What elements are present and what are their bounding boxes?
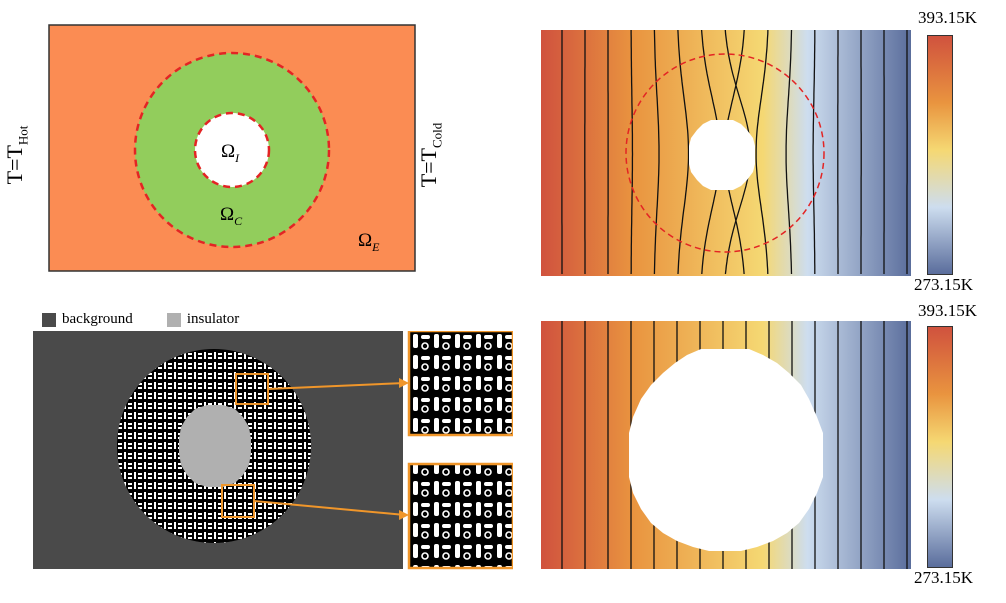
cloak-region-label: ΩC	[220, 204, 243, 228]
bottom-colorbar-min-label: 273.15K	[914, 568, 974, 587]
zoom-inset-lower	[407, 462, 513, 570]
legend-background-swatch	[42, 312, 56, 327]
inner-region-label: ΩI	[221, 141, 240, 165]
isotherm-line	[812, 30, 816, 274]
bottom-colorbar-max-label: 393.15K	[918, 301, 978, 320]
top-colorbar-max-label: 393.15K	[918, 8, 978, 27]
schematic-diagram: ΩI ΩC ΩE	[48, 24, 416, 272]
zoom-arrow-lower	[253, 500, 406, 516]
isotherm-line	[653, 30, 660, 275]
isotherm-line	[677, 30, 690, 275]
top-colorbar	[927, 35, 953, 275]
legend-insulator-swatch	[166, 312, 181, 327]
bottom-cloak-hole	[629, 349, 823, 551]
inner-region	[193, 111, 271, 189]
bottom-colorbar	[927, 326, 953, 568]
top-isotherms	[561, 30, 908, 275]
external-region-label: ΩE	[358, 230, 380, 254]
isotherm-line	[630, 30, 634, 275]
cold-boundary-label: T=TCold	[416, 122, 445, 188]
top-cloak-outline	[625, 53, 825, 253]
temperature-field-bottom	[541, 321, 911, 569]
hot-boundary-label: T=THot	[2, 125, 31, 185]
zoom-inset-upper	[407, 331, 513, 437]
microstructure-design	[33, 331, 513, 570]
zoom-arrowhead-upper	[399, 378, 409, 388]
isotherm-line	[785, 30, 793, 275]
zoom-arrow-upper	[267, 382, 406, 390]
zoom-arrowhead-lower	[399, 510, 409, 520]
temperature-field-top	[541, 30, 911, 276]
top-colorbar-min-label: 273.15K	[914, 275, 974, 294]
micro-insulator-core	[179, 405, 251, 487]
legend: background insulator	[42, 311, 239, 328]
legend-background-label: background	[62, 311, 133, 327]
isotherm-line	[755, 30, 769, 275]
top-hole	[689, 120, 755, 190]
legend-insulator-label: insulator	[186, 311, 240, 327]
